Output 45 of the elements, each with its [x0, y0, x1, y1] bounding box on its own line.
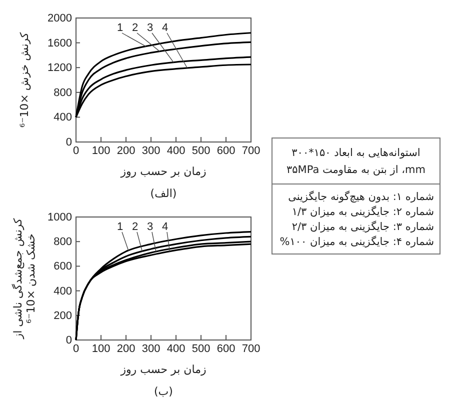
- text: (الف): [150, 187, 177, 200]
- x-axis-title: زمان بر حسب روز: [120, 363, 206, 376]
- x-tick-label: 600: [216, 144, 236, 157]
- x-tick-label: 200: [116, 342, 136, 355]
- x-tick-label: 200: [116, 144, 136, 157]
- series-label: 1: [116, 22, 124, 34]
- series-label: 4: [162, 221, 168, 233]
- series-label: 2: [132, 221, 138, 233]
- text: (ب): [154, 385, 173, 398]
- text: شماره ۳: جایگزینی به میزان ۲/۳: [292, 220, 434, 233]
- y-tick-label: 200: [54, 310, 72, 322]
- x-tick-label: 300: [142, 144, 160, 157]
- y-tick-label: 0: [66, 334, 72, 347]
- y-tick-label: 600: [54, 260, 72, 273]
- x-tick-label: 700: [242, 342, 260, 355]
- x-tick-label: 100: [92, 342, 110, 355]
- x-tick-label: 100: [92, 144, 110, 157]
- x-tick-label: 400: [166, 342, 186, 355]
- text: استوانه‌هایی به ابعاد ۱۵۰*۳۰۰ mm، از بتن به مقاومت ۳۵MPa: [286, 147, 426, 176]
- text: شماره ۴: جایگزینی به میزان ۱۰۰%: [280, 235, 434, 248]
- y-tick-label: 1600: [48, 37, 72, 50]
- text: شماره ۱: بدون هیچ‌گونه جایگزینی: [288, 190, 434, 203]
- y-tick-label: 400: [54, 285, 72, 298]
- y-tick-label: 400: [54, 112, 72, 124]
- y-tick-label: 1200: [48, 62, 72, 74]
- y-tick-label: 0: [66, 136, 72, 149]
- y-axis-title: کرنش خزش ×10⁻⁶: [18, 32, 31, 128]
- y-tick-label: 2000: [48, 12, 72, 25]
- y-tick-label: 800: [54, 236, 72, 248]
- x-tick-label: 600: [216, 342, 236, 355]
- x-tick-label: 300: [142, 342, 160, 355]
- x-tick-label: 700: [242, 144, 260, 157]
- y-axis-title: کرنش جمع‌شدگی ناشی از خشک شدن ×10⁻⁶: [12, 218, 38, 340]
- y-tick-label: 800: [54, 86, 72, 99]
- series-label: 1: [116, 221, 124, 233]
- series-label: 3: [146, 221, 154, 233]
- series-label: 2: [132, 22, 138, 34]
- x-tick-label: 500: [192, 144, 210, 157]
- x-tick-label: 400: [166, 144, 186, 157]
- text: 3: [146, 22, 154, 34]
- y-tick-label: 1000: [48, 212, 72, 224]
- text: شماره ۲: جایگزینی به میزان ۱/۳: [292, 205, 434, 218]
- x-tick-label: 500: [192, 342, 210, 355]
- text: 4: [162, 22, 168, 34]
- x-axis-title: زمان بر حسب روز: [120, 165, 206, 178]
